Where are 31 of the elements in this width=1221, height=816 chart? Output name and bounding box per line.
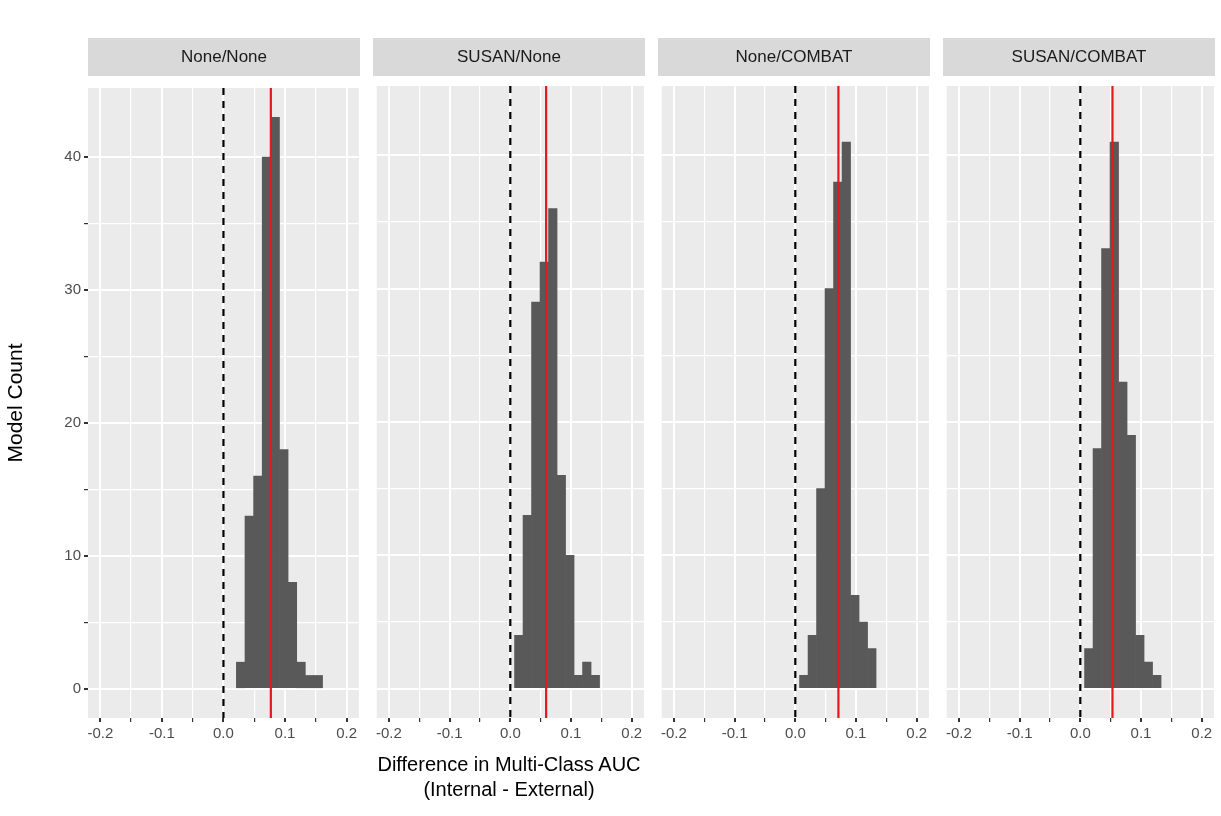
x-tick-label: -0.2 (375, 724, 402, 742)
y-tick-label: 30 (64, 280, 81, 298)
x-tick-label: 0.2 (906, 724, 928, 742)
y-axis-title: Model Count (3, 343, 27, 463)
x-tick-label: -0.1 (721, 724, 748, 742)
x-tick-label: 0.0 (1069, 724, 1091, 742)
x-tick-label: -0.1 (1006, 724, 1033, 742)
y-tick-label: 40 (64, 147, 81, 165)
x-tick-label: -0.1 (436, 724, 463, 742)
x-tick-label: -0.1 (148, 724, 175, 742)
chart-title: None/COMBAT (658, 38, 930, 76)
x-tick-label: 0.1 (845, 724, 867, 742)
x-tick-label: 0.1 (560, 724, 582, 742)
x-tick-label: 0.0 (784, 724, 806, 742)
x-tick-label: 0.2 (1191, 724, 1213, 742)
chart-title: SUSAN/None (373, 38, 645, 76)
chart-title: SUSAN/COMBAT (943, 38, 1215, 76)
chart-title: None/None (88, 38, 360, 76)
x-tick-label: -0.2 (660, 724, 687, 742)
y-tick-label: 0 (72, 678, 81, 696)
x-tick-label: 0.1 (1130, 724, 1152, 742)
x-tick-label: 0.2 (621, 724, 643, 742)
y-tick-label: 20 (64, 413, 81, 431)
x-tick-label: 0.1 (274, 724, 296, 742)
x-tick-label: 0.0 (213, 724, 234, 742)
y-tick-label: 10 (64, 545, 81, 563)
x-tick-label: -0.2 (945, 724, 972, 742)
x-tick-label: 0.2 (336, 724, 357, 742)
x-tick-label: -0.2 (87, 724, 114, 742)
x-axis-title: Difference in Multi-Class AUC (Internal - External) (376, 752, 642, 802)
x-tick-label: 0.0 (499, 724, 521, 742)
